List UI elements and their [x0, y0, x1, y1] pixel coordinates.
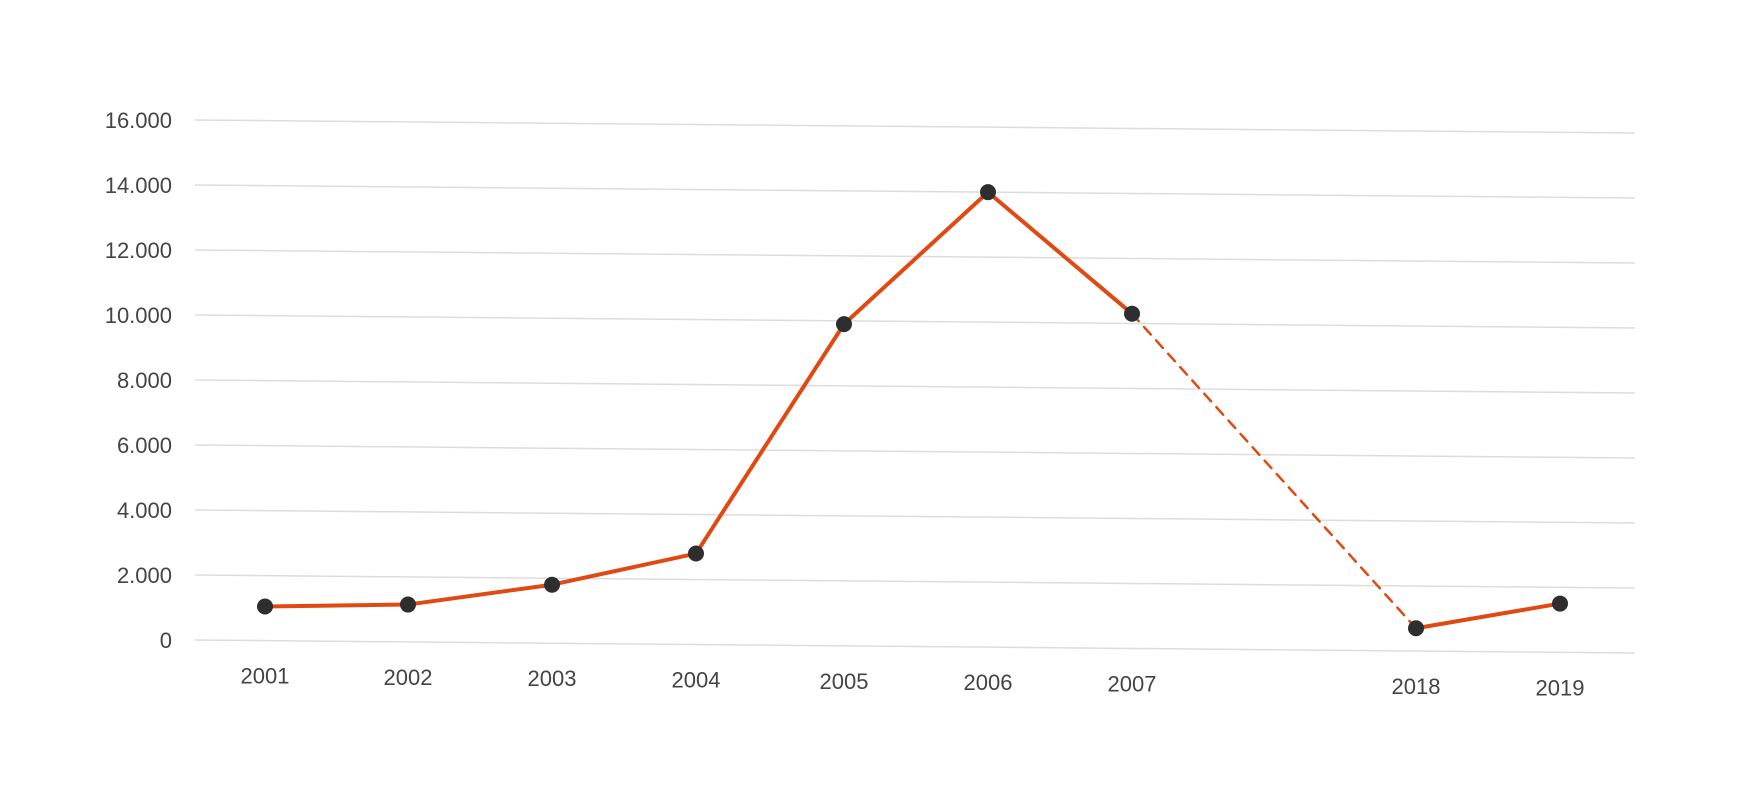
data-point — [688, 545, 704, 562]
x-tick-label: 2006 — [964, 670, 1013, 695]
y-tick-label: 0 — [160, 628, 172, 653]
gridline — [194, 574, 1636, 589]
series-segment — [550, 551, 698, 587]
series-points — [257, 184, 1568, 637]
data-point — [257, 598, 273, 615]
grid-lines — [194, 119, 1636, 654]
x-tick-label: 2003 — [528, 666, 577, 691]
series-segment — [986, 190, 1134, 316]
gridline — [194, 639, 1636, 654]
x-tick-label: 2001 — [241, 664, 290, 689]
x-axis-ticks: 2001 2002 2003 2004 2005 2006 2007 2018 2019 — [241, 664, 1585, 701]
y-tick-label: 14.000 — [105, 173, 172, 198]
series-segment — [694, 322, 846, 556]
series-line — [263, 190, 1562, 631]
x-tick-label: 2004 — [672, 668, 721, 693]
data-point — [1408, 620, 1424, 637]
y-tick-label: 12.000 — [105, 238, 172, 263]
y-tick-label: 8.000 — [117, 368, 172, 393]
y-tick-label: 4.000 — [117, 498, 172, 523]
series-segment-dashed — [1130, 312, 1418, 630]
gridline — [194, 379, 1636, 394]
gridline — [194, 509, 1636, 524]
data-point — [400, 596, 416, 613]
x-tick-label: 2005 — [820, 669, 869, 694]
data-point — [1552, 595, 1568, 612]
y-tick-label: 10.000 — [105, 303, 172, 328]
x-tick-label: 2007 — [1108, 671, 1157, 696]
y-axis-ticks: 0 2.000 4.000 6.000 8.000 10.000 12.000 14.000 1… — [105, 108, 172, 653]
gridline — [194, 184, 1636, 199]
x-tick-label: 2002 — [384, 665, 433, 690]
x-tick-label: 2019 — [1536, 675, 1585, 700]
data-point — [836, 316, 852, 333]
series-segment — [263, 602, 410, 609]
gridline — [194, 444, 1636, 459]
x-tick-label: 2018 — [1392, 674, 1441, 699]
y-tick-label: 6.000 — [117, 433, 172, 458]
data-point — [1124, 305, 1140, 322]
y-tick-label: 2.000 — [117, 563, 172, 588]
y-tick-label: 16.000 — [105, 108, 172, 133]
gridline — [194, 314, 1636, 329]
series-segment — [1414, 601, 1562, 631]
data-point — [980, 184, 996, 201]
data-point — [544, 576, 560, 593]
gridline — [194, 119, 1636, 134]
series-segment — [842, 190, 990, 327]
series-segment — [406, 582, 554, 607]
